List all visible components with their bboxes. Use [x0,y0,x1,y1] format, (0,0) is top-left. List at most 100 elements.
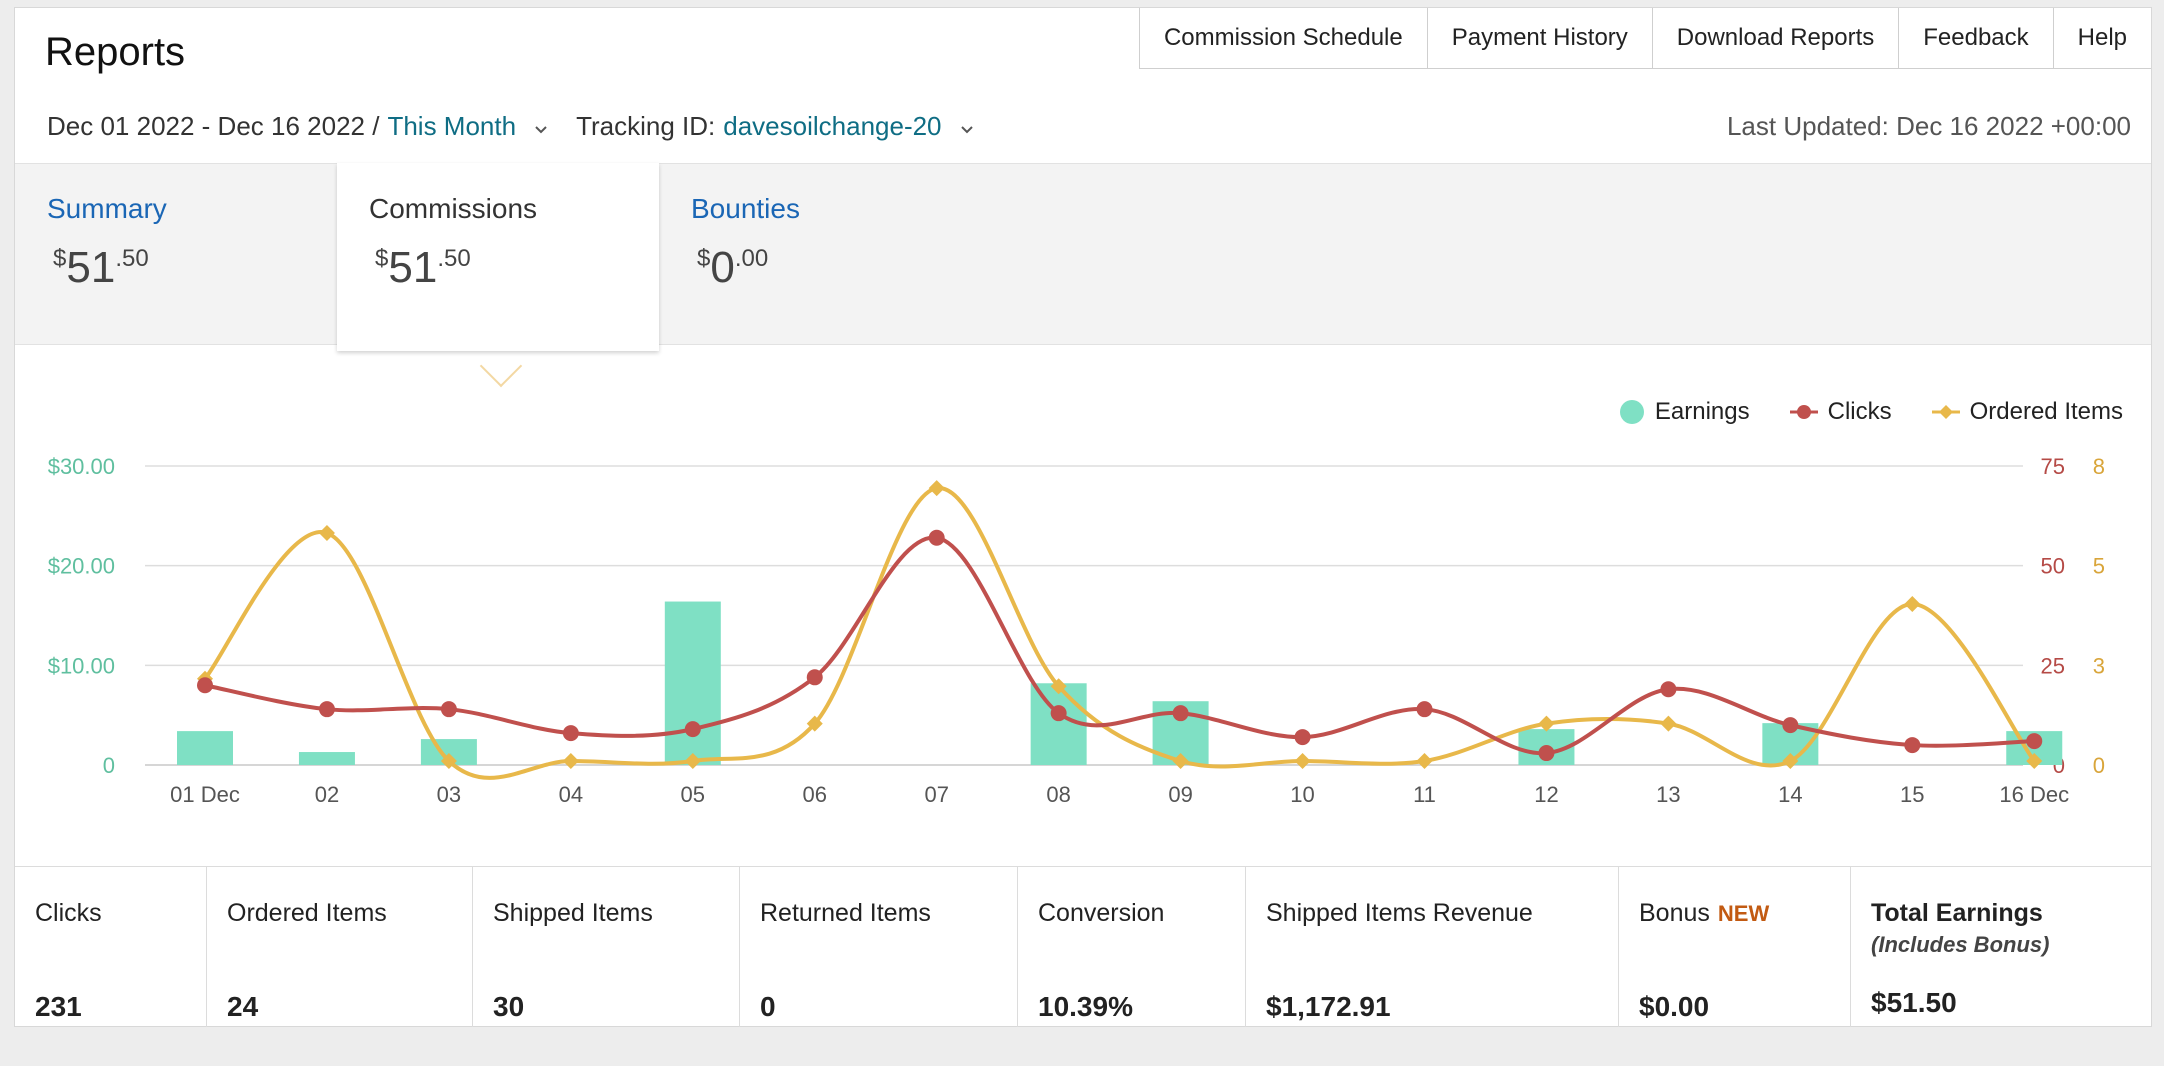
x-axis-tick: 10 [1290,782,1314,807]
earnings-bar [298,752,355,765]
right-axis-clicks-tick: 50 [2041,554,2065,579]
payment-history-tab[interactable]: Payment History [1427,8,1653,68]
new-badge: NEW [1717,901,1770,926]
left-axis-tick: $20.00 [48,554,115,579]
stat-returned-items: Returned Items 0 [740,867,1018,1027]
amount-whole: 51 [388,243,438,292]
left-axis-tick: 0 [103,753,115,778]
commissions-tab-label: Commissions [369,193,538,224]
x-axis-tick: 02 [315,782,339,807]
top-nav: Commission Schedule Payment History Down… [1138,8,2151,69]
ordered-items-point [2026,753,2043,769]
clicks-point [928,529,945,546]
right-axis-clicks-tick: 75 [2041,454,2065,479]
ordered-items-point [318,525,335,542]
clicks-point [440,701,457,718]
ordered-items-point [1050,678,1067,695]
ordered-items-point [1660,715,1677,732]
ordered-items-point [1416,753,1433,769]
stat-value: $1,172.91 [1266,991,1391,1022]
stat-label: Total Earnings [1871,899,2043,927]
x-axis-tick: 08 [1046,782,1070,807]
stat-label: Ordered Items [227,899,387,927]
clicks-point [806,669,823,686]
legend-earnings-label: Earnings [1654,398,1750,425]
ordered-items-point [806,715,823,732]
feedback-tab[interactable]: Feedback [1899,8,2054,68]
stat-label: Returned Items [760,899,931,927]
reports-panel: Reports Commission Schedule Payment Hist… [14,7,2152,1027]
stats-row: Clicks 231 Ordered Items 24 Shipped Item… [15,866,2151,1027]
summary-tab-label: Summary [47,193,167,224]
clicks-point [1294,729,1311,746]
x-axis-tick: 03 [437,782,461,807]
x-axis-tick: 05 [681,782,705,807]
stat-label: Bonus NEW [1619,899,1850,928]
stat-sub-label: (Includes Bonus) [1871,932,2050,957]
x-axis-tick: 07 [924,782,948,807]
x-axis-tick: 15 [1900,782,1924,807]
ordered-items-point [1172,753,1189,769]
right-axis-ordered-tick: 0 [2093,753,2105,778]
download-reports-tab[interactable]: Download Reports [1652,8,1900,68]
legend-ordered-items-label: Ordered Items [1969,398,2123,425]
date-range: Dec 01 2022 - Dec 16 2022 / [47,111,380,141]
ordered-items-point [1294,753,1311,769]
last-updated: Last Updated: Dec 16 2022 +00:00 [1726,111,2131,141]
amount-whole: 51 [66,243,116,292]
amount-whole: 0 [710,243,735,292]
left-axis-tick: $30.00 [48,454,115,479]
commission-schedule-tab[interactable]: Commission Schedule [1139,8,1428,68]
bounties-amount: $0.00 [697,243,768,293]
x-axis-tick: 12 [1534,782,1558,807]
clicks-point [1538,745,1555,762]
earnings-bar [177,731,233,765]
chevron-down-icon[interactable] [532,120,550,138]
clicks-point [2026,733,2043,750]
right-axis-ordered-tick: 5 [2093,554,2105,579]
tracking-id-label: Tracking ID: [576,111,716,141]
ordered-items-line-icon [1931,405,1960,419]
x-axis-tick: 16 Dec [1999,782,2069,807]
ordered-items-point [1904,596,1921,613]
stat-value: 231 [35,991,82,1022]
bounties-tab[interactable]: Bounties $0.00 [659,163,981,343]
chart-legend: Earnings Clicks Ordered Items [1579,398,2123,426]
ordered-items-point [562,753,579,769]
stat-value: 0 [760,991,776,1022]
clicks-line-icon [1789,405,1818,419]
summary-tab[interactable]: Summary $51.50 [15,163,337,343]
stat-shipped-items: Shipped Items 30 [473,867,740,1027]
tracking-id-dropdown[interactable]: davesoilchange-20 [723,111,942,141]
help-tab[interactable]: Help [2053,8,2151,68]
earnings-bar [664,601,721,765]
stat-ordered-items: Ordered Items 24 [207,867,473,1027]
stat-shipped-items-revenue: Shipped Items Revenue $1,172.91 [1246,867,1619,1027]
x-axis-tick: 06 [803,782,827,807]
legend-earnings[interactable]: Earnings [1619,398,1750,426]
clicks-point [1660,681,1677,698]
chevron-down-icon[interactable] [958,120,976,138]
stat-conversion: Conversion 10.39% [1018,867,1246,1027]
ordered-items-line [203,486,2036,780]
clicks-point [1050,705,1067,722]
commissions-tab[interactable]: Commissions $51.50 [337,163,659,351]
currency-symbol: $ [375,245,389,272]
filter-bar: Dec 01 2022 - Dec 16 2022 / This Month T… [47,111,1002,142]
stat-clicks: Clicks 231 [15,867,207,1027]
x-axis-tick: 01 Dec [170,782,240,807]
right-axis-ordered-tick: 3 [2093,653,2105,678]
stat-value: 10.39% [1038,991,1133,1022]
clicks-point [1172,705,1189,722]
legend-ordered-items[interactable]: Ordered Items [1931,398,2123,426]
legend-clicks[interactable]: Clicks [1789,398,1892,426]
legend-clicks-label: Clicks [1827,398,1892,425]
stat-value: 30 [493,991,525,1022]
amount-cents: .50 [437,245,471,272]
ordered-items-point [440,753,457,769]
stat-total-earnings: Total Earnings (Includes Bonus) $51.50 [1851,867,2151,1027]
clicks-point [684,721,701,738]
x-axis-tick: 09 [1168,782,1192,807]
period-dropdown[interactable]: This Month [387,111,517,141]
x-axis-tick: 14 [1778,782,1802,807]
